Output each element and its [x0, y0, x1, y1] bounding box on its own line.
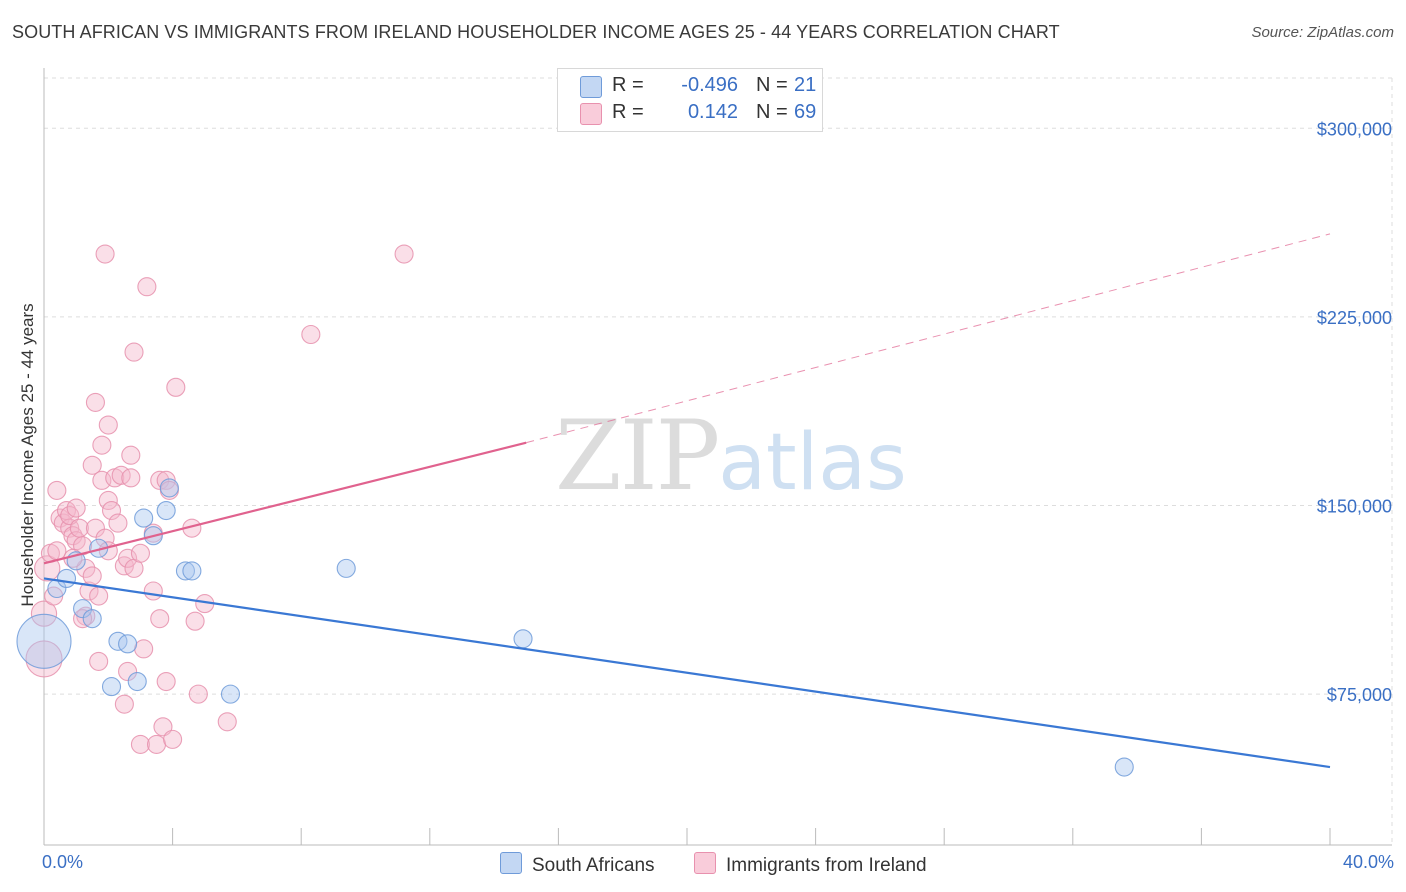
- ireland-point: [153, 717, 173, 737]
- ireland-point: [121, 468, 141, 488]
- legend-swatch-blue: [580, 76, 602, 98]
- ireland-points: [25, 244, 414, 754]
- legend-swatch-blue: [500, 852, 522, 874]
- ireland-point: [137, 277, 157, 297]
- ireland-point: [146, 734, 167, 754]
- x-tick-label-min: 0.0%: [42, 852, 84, 872]
- ireland-point: [185, 611, 205, 631]
- ireland-point: [95, 244, 115, 264]
- south-african-point: [220, 684, 241, 704]
- trend-lines: [43, 233, 1331, 769]
- ireland-point: [118, 661, 138, 682]
- ireland-point: [85, 392, 105, 412]
- ireland-point: [394, 244, 414, 264]
- ireland-point: [30, 600, 58, 627]
- legend-label-south-africans: South Africans: [532, 855, 655, 876]
- y-tick-label: $75,000: [1327, 685, 1392, 705]
- ireland-point: [82, 455, 102, 475]
- south-african-point: [336, 558, 356, 578]
- watermark: ZIPatlas: [555, 400, 907, 512]
- ireland-point: [130, 543, 150, 563]
- ireland-point: [82, 566, 102, 586]
- ireland-point: [150, 470, 170, 490]
- south-african-point: [118, 634, 138, 654]
- south-african-point: [127, 671, 147, 692]
- legend-n-value: 21: [794, 74, 817, 96]
- ireland-point: [101, 500, 122, 521]
- ireland-point: [73, 609, 93, 629]
- ireland-point: [118, 548, 138, 568]
- ireland-point: [69, 518, 89, 538]
- ireland-point: [89, 586, 109, 606]
- ireland-point: [166, 377, 186, 397]
- watermark-zip: ZIP: [555, 400, 720, 512]
- ireland-point: [108, 513, 128, 533]
- grid-lines: [44, 77, 1393, 845]
- ireland-point: [188, 684, 208, 704]
- legend-r-label: R =: [612, 74, 644, 96]
- ireland-point: [143, 581, 163, 601]
- ireland-point: [134, 639, 154, 659]
- south-african-point: [182, 561, 202, 581]
- south-african-point: [156, 500, 176, 521]
- watermark-atlas: atlas: [718, 418, 907, 508]
- legend-r-label: R =: [612, 101, 644, 123]
- y-tick-label: $225,000: [1317, 308, 1392, 328]
- south-african-trend-line: [43, 577, 1331, 769]
- ireland-point: [76, 558, 96, 578]
- y-tick-labels: $75,000 $150,000 $225,000 $300,000: [1317, 119, 1392, 705]
- south-african-point: [513, 629, 533, 649]
- ireland-point: [217, 712, 237, 732]
- legend-swatch-pink: [694, 852, 716, 874]
- ireland-point: [301, 324, 321, 345]
- legend-r-value: -0.496: [681, 74, 738, 96]
- legend-r-value: 0.142: [687, 101, 738, 123]
- ireland-point: [92, 435, 112, 455]
- ireland-point: [66, 498, 86, 518]
- ireland-point: [156, 671, 176, 692]
- ireland-point: [163, 729, 183, 749]
- south-african-point: [16, 613, 72, 669]
- south-african-point: [134, 508, 154, 528]
- correlation-legend: R = -0.496 N = 21 R = 0.142 N = 69: [557, 68, 823, 132]
- ireland-point: [47, 480, 67, 500]
- chart-title: SOUTH AFRICAN VS IMMIGRANTS FROM IRELAND…: [12, 22, 1060, 42]
- ireland-point: [114, 694, 134, 714]
- south-african-point: [159, 478, 179, 498]
- source-label: Source: ZipAtlas.com: [1251, 24, 1394, 41]
- y-tick-label: $150,000: [1317, 497, 1392, 517]
- legend-n-label: N =: [756, 74, 788, 96]
- south-african-point: [101, 677, 122, 697]
- ireland-point: [89, 651, 109, 671]
- legend-item-south-africans[interactable]: South Africans: [500, 852, 655, 877]
- y-tick-label: $300,000: [1317, 119, 1392, 139]
- ireland-trend-line: [43, 441, 527, 565]
- ireland-point: [98, 415, 118, 435]
- ireland-point: [47, 541, 67, 561]
- ireland-point: [25, 640, 63, 678]
- south-african-point: [175, 561, 196, 581]
- legend-swatch-pink: [580, 103, 602, 125]
- ireland-point: [85, 518, 105, 538]
- x-tick-label-max: 40.0%: [1342, 852, 1394, 872]
- ireland-trend-extension: [526, 233, 1331, 444]
- axes: [43, 68, 1392, 846]
- ireland-point: [121, 445, 141, 465]
- y-axis-title: Householder Income Ages 25 - 44 years: [18, 303, 37, 607]
- south-african-point: [56, 568, 77, 588]
- south-african-point: [73, 599, 93, 619]
- ireland-point: [124, 342, 144, 362]
- legend-n-value: 69: [794, 101, 817, 123]
- ireland-point: [130, 734, 150, 754]
- legend-n-label: N =: [756, 101, 788, 123]
- south-african-point: [82, 609, 102, 629]
- legend-item-ireland[interactable]: Immigrants from Ireland: [694, 852, 927, 877]
- ireland-point: [63, 526, 83, 546]
- ireland-point: [60, 506, 80, 526]
- ireland-point: [150, 609, 170, 629]
- south-african-point: [1114, 757, 1134, 777]
- legend-label-ireland: Immigrants from Ireland: [726, 855, 927, 876]
